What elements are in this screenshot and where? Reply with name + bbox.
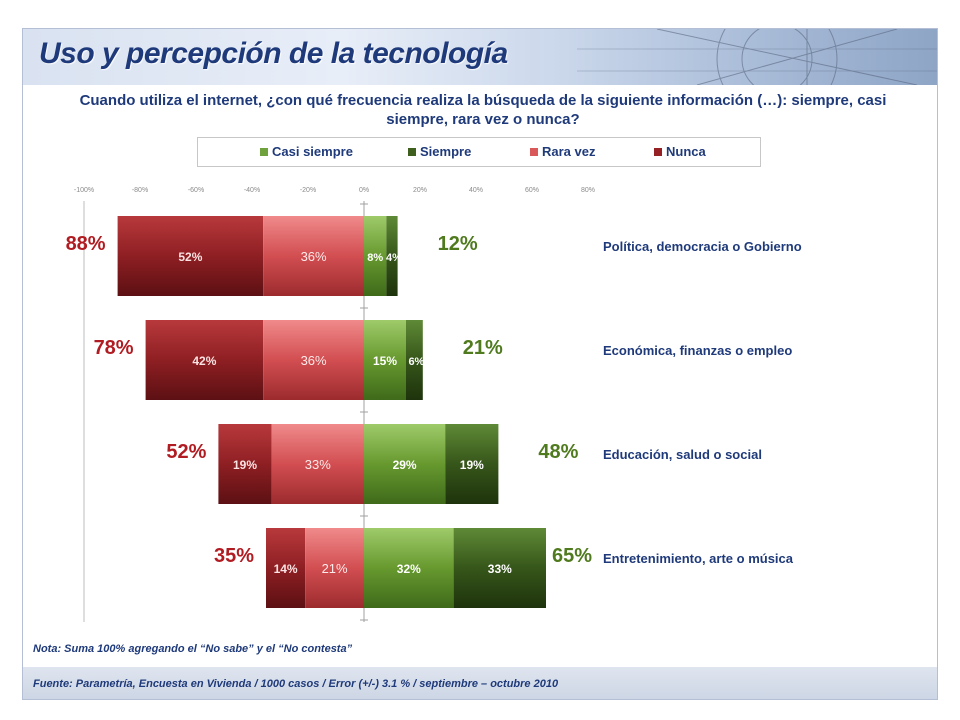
bar-casi-siempre [364,216,387,296]
footer-band [23,667,937,699]
data-label-nunca: 19% [233,458,257,472]
total-negative: 35% [214,545,254,567]
legend-item-rara-vez: Rara vez [530,144,595,159]
x-tick-label: -40% [244,187,260,194]
data-label-siempre: 19% [460,458,484,472]
bar-rara-vez [263,320,364,400]
legend-label: Nunca [666,144,706,159]
data-label-casi-siempre: 15% [373,354,397,368]
legend-label: Rara vez [542,144,596,159]
legend-item-casi-siempre: Casi siempre [260,144,353,159]
x-tick-label: 60% [525,187,539,194]
x-tick-label: -60% [188,187,204,194]
x-tick-label: -100% [74,187,94,194]
chart-legend: Casi siempre Siempre Rara vez Nunca [197,137,761,167]
data-label-siempre: 6% [408,356,424,368]
bar-siempre [406,320,423,400]
diverging-bar-chart: -100% -80% -60% -40% -20% 0% 20% 40% 60% 80% 52% 3… [66,187,802,622]
category-label: Entretenimiento, arte o música [603,551,794,566]
data-label-nunca: 42% [192,354,216,368]
survey-question: Cuando utiliza el internet, ¿con qué fre… [79,92,887,128]
chart-bar-layer [117,216,546,608]
bar-rara-vez [271,424,364,504]
data-label-siempre: 33% [488,562,512,576]
data-label-casi-siempre: 32% [397,562,421,576]
category-label: Económica, finanzas o empleo [603,343,792,358]
bar-siempre [386,216,398,296]
source-note: Fuente: Parametría, Encuesta en Vivienda… [33,678,559,690]
data-label-rara-vez: 33% [305,457,331,472]
bar-siempre [453,528,546,608]
bar-nunca [145,320,264,400]
legend-swatch [654,147,662,156]
data-label-casi-siempre: 29% [393,458,417,472]
data-label-nunca: 14% [274,562,298,576]
bar-casi-siempre [364,528,454,608]
data-label-siempre: 4% [386,252,402,264]
slide-frame: Uso y percepción de la tecnología Cuando… [22,28,938,700]
header-decoration [577,29,937,85]
total-negative: 88% [66,233,106,255]
legend-swatch [408,147,416,156]
legend-label: Siempre [420,144,472,159]
data-label-rara-vez: 21% [322,561,348,576]
legend-label: Casi siempre [272,144,353,159]
data-label-casi-siempre: 8% [367,252,383,264]
category-label: Educación, salud o social [603,447,762,462]
legend-item-siempre: Siempre [408,144,471,159]
header-band: Uso y percepción de la tecnología [23,29,937,85]
total-negative: 52% [166,441,206,463]
bar-casi-siempre [364,424,446,504]
data-label-rara-vez: 36% [301,249,327,264]
x-tick-label: 80% [581,187,595,194]
chart-label-layer: 52% 36% 8% 4% 88% 12% Política, democracia o G… [66,233,802,576]
total-positive: 12% [438,233,478,255]
data-label-nunca: 52% [178,250,202,264]
x-tick-label: 40% [469,187,483,194]
bar-casi-siempre [364,320,406,400]
total-positive: 48% [538,441,578,463]
total-negative: 78% [94,337,134,359]
category-label: Política, democracia o Gobierno [603,239,802,254]
data-label-rara-vez: 36% [301,353,327,368]
footnote: Nota: Suma 100% agregando el “No sabe” y… [33,643,353,655]
x-tick-label: 0% [359,187,369,194]
bar-nunca [266,528,306,608]
total-positive: 21% [463,337,503,359]
page-title: Uso y percepción de la tecnología [39,37,508,70]
x-tick-label: 20% [413,187,427,194]
legend-item-nunca: Nunca [654,144,706,159]
bar-siempre [445,424,499,504]
bar-rara-vez [305,528,364,608]
legend-swatch [260,147,268,156]
legend-swatch [530,147,538,156]
x-tick-label: -80% [132,187,148,194]
x-tick-label: -20% [300,187,316,194]
bar-nunca [218,424,272,504]
bar-nunca [117,216,264,296]
total-positive: 65% [552,545,592,567]
bar-rara-vez [263,216,364,296]
